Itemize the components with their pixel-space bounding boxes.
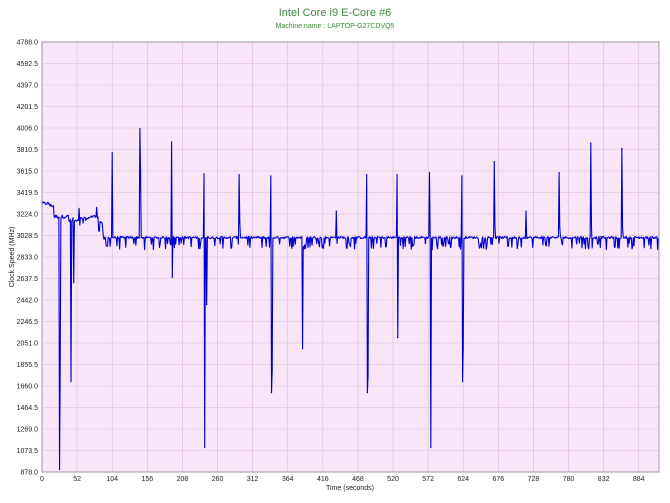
y-tick-label: 2246.5	[17, 319, 39, 326]
x-tick-label: 572	[422, 476, 434, 483]
spike-point	[621, 147, 623, 150]
x-axis-ticks: 0 52 104 156 208 260 312 364 416 468 520 572 624 676 7…	[40, 476, 645, 483]
spike-point	[58, 468, 61, 471]
spike-point	[238, 174, 240, 176]
y-tick-label: 3810.5	[17, 147, 39, 154]
spike-point	[204, 446, 206, 449]
spike-point	[270, 391, 273, 394]
y-tick-label: 1073.5	[17, 448, 39, 455]
spike-point	[397, 337, 399, 339]
x-tick-label: 780	[563, 476, 575, 483]
x-tick-label: 52	[73, 476, 81, 483]
x-axis-label: Time (seconds)	[326, 485, 374, 492]
spike-point	[558, 172, 560, 174]
spike-point	[171, 141, 173, 143]
y-tick-label: 4397.0	[17, 83, 39, 90]
spike-point	[428, 172, 431, 174]
spike-point	[70, 381, 72, 383]
spike-point	[462, 348, 464, 350]
y-tick-label: 3224.0	[17, 212, 39, 219]
x-tick-label: 520	[387, 476, 399, 483]
y-tick-label: 3419.5	[17, 190, 39, 197]
spike-point	[431, 249, 433, 251]
spike-point	[271, 370, 273, 372]
y-tick-label: 2051.0	[17, 341, 39, 348]
y-tick-label: 4592.5	[17, 61, 39, 68]
spike-point	[590, 142, 592, 144]
spike-point	[301, 348, 304, 350]
spike-point	[367, 375, 369, 377]
y-tick-label: 878.0	[20, 470, 38, 477]
y-tick-label: 4788.0	[17, 40, 39, 47]
y-tick-label: 3028.5	[17, 233, 39, 240]
chart-subtitle: Machine name : LAPTOP-G27CDVQ5	[276, 23, 395, 30]
x-tick-label: 416	[317, 476, 329, 483]
spike-point	[59, 359, 61, 361]
x-tick-label: 104	[106, 476, 118, 483]
y-tick-label: 1269.0	[17, 427, 39, 434]
x-tick-label: 624	[457, 476, 469, 483]
spike-point	[335, 210, 337, 212]
spike-point	[239, 221, 241, 223]
x-tick-label: 468	[352, 476, 364, 483]
chart-title: Intel Core i9 E-Core #6	[279, 7, 392, 19]
x-tick-label: 312	[247, 476, 259, 483]
x-tick-label: 832	[598, 476, 610, 483]
y-tick-label: 3615.0	[17, 169, 39, 176]
spike-point	[559, 227, 561, 229]
y-axis-label: Clock Speed (MHz)	[9, 227, 16, 288]
y-tick-label: 1660.0	[17, 384, 39, 391]
y-tick-label: 4006.0	[17, 126, 39, 133]
spike-point	[396, 174, 398, 176]
horizontal-gridlines	[42, 41, 659, 473]
spike-point	[139, 128, 141, 130]
spike-point	[366, 391, 368, 394]
spike-point	[493, 161, 495, 163]
spike-point	[461, 175, 463, 177]
spike-point	[621, 227, 624, 229]
spike-point	[494, 227, 496, 229]
y-axis-ticks: 878.0 1073.5 1269.0 1464.5 1660.0 1855.5 2051.…	[17, 40, 39, 477]
spike-point	[525, 210, 527, 212]
series-line	[41, 128, 660, 471]
x-tick-label: 364	[282, 476, 294, 483]
y-tick-label: 4201.5	[17, 104, 39, 111]
y-tick-label: 1855.5	[17, 362, 39, 369]
x-tick-label: 260	[212, 476, 224, 483]
spike-point	[430, 446, 432, 449]
x-tick-label: 156	[141, 476, 153, 483]
y-tick-label: 2637.5	[17, 276, 39, 283]
x-tick-label: 208	[177, 476, 189, 483]
spike-point	[270, 175, 272, 177]
spike-point	[366, 174, 368, 176]
spike-point	[461, 381, 464, 383]
x-tick-label: 884	[633, 476, 645, 483]
y-tick-label: 2833.0	[17, 255, 39, 262]
spike-point	[203, 173, 205, 175]
x-tick-label: 728	[528, 476, 540, 483]
spike-point	[73, 282, 75, 284]
series-layer	[41, 128, 660, 471]
spike-point	[171, 276, 173, 278]
spike-point	[139, 172, 142, 174]
spike-point	[206, 304, 208, 306]
plot-border	[41, 41, 660, 473]
x-tick-label: 0	[40, 476, 44, 483]
y-tick-label: 1464.5	[17, 405, 39, 412]
spike-point	[590, 227, 593, 229]
y-tick-label: 2442.0	[17, 298, 39, 305]
x-tick-label: 676	[492, 476, 504, 483]
spike-point	[111, 152, 113, 154]
